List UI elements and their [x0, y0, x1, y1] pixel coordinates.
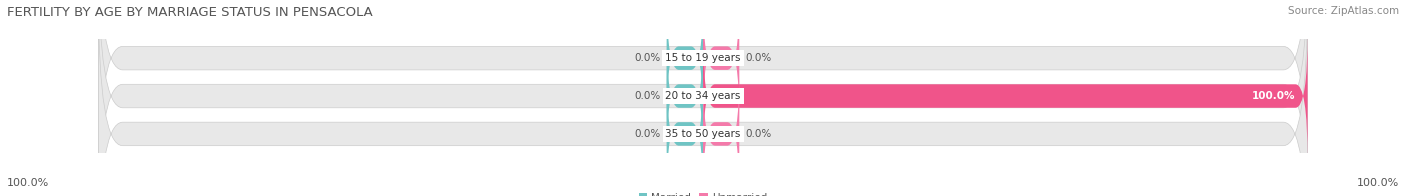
Text: Source: ZipAtlas.com: Source: ZipAtlas.com — [1288, 6, 1399, 16]
FancyBboxPatch shape — [666, 0, 703, 122]
Text: 0.0%: 0.0% — [745, 53, 772, 63]
FancyBboxPatch shape — [666, 70, 703, 196]
Text: FERTILITY BY AGE BY MARRIAGE STATUS IN PENSACOLA: FERTILITY BY AGE BY MARRIAGE STATUS IN P… — [7, 6, 373, 19]
Text: 0.0%: 0.0% — [634, 129, 661, 139]
FancyBboxPatch shape — [98, 0, 1308, 196]
FancyBboxPatch shape — [703, 0, 740, 122]
Text: 20 to 34 years: 20 to 34 years — [665, 91, 741, 101]
Text: 100.0%: 100.0% — [1251, 91, 1295, 101]
FancyBboxPatch shape — [98, 0, 1308, 196]
Text: 15 to 19 years: 15 to 19 years — [665, 53, 741, 63]
FancyBboxPatch shape — [98, 0, 1308, 196]
Text: 0.0%: 0.0% — [745, 129, 772, 139]
Text: 0.0%: 0.0% — [634, 53, 661, 63]
Text: 35 to 50 years: 35 to 50 years — [665, 129, 741, 139]
FancyBboxPatch shape — [666, 32, 703, 160]
FancyBboxPatch shape — [703, 70, 740, 196]
FancyBboxPatch shape — [703, 32, 1308, 160]
Legend: Married, Unmarried: Married, Unmarried — [634, 188, 772, 196]
Text: 100.0%: 100.0% — [7, 178, 49, 188]
Text: 100.0%: 100.0% — [1357, 178, 1399, 188]
Text: 0.0%: 0.0% — [634, 91, 661, 101]
